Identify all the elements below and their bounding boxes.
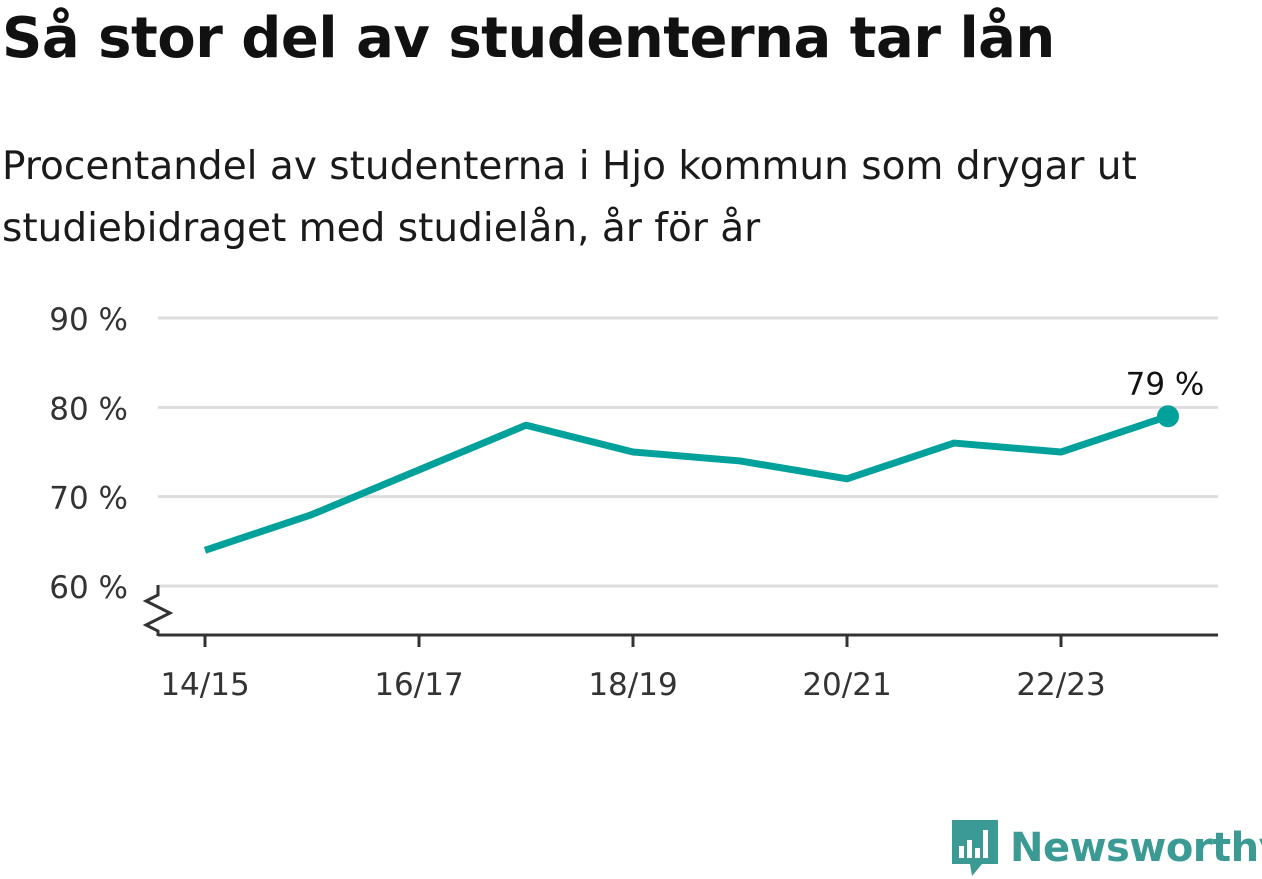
y-axis-break-marker	[142, 585, 174, 636]
chart-title: Så stor del av studenterna tar lån	[2, 6, 1055, 71]
x-tick-label: 14/15	[160, 667, 249, 703]
y-tick-label: 90 %	[49, 302, 128, 338]
x-tick-label: 18/19	[588, 667, 677, 703]
series-line	[203, 412, 1170, 554]
x-tick-label: 20/21	[802, 667, 891, 703]
x-tick-label: 16/17	[374, 667, 463, 703]
last-value-label: 79 %	[1126, 366, 1205, 402]
x-axis-ticks: 14/15 16/17 18/19 20/21 22/23	[160, 635, 1106, 703]
line-chart: 60 % 70 % 80 % 90 % 14/15 16/17 18/19 20/21 22/…	[49, 302, 1218, 703]
last-data-point	[1157, 405, 1179, 428]
y-axis-ticks: 60 % 70 % 80 % 90 %	[49, 302, 128, 606]
x-tick-label: 22/23	[1016, 667, 1105, 703]
y-tick-label: 60 %	[49, 570, 128, 606]
gridlines	[158, 316, 1218, 588]
series: 79 %	[203, 366, 1205, 554]
newsworthy-logo-icon	[952, 820, 998, 876]
y-tick-label: 80 %	[49, 391, 128, 427]
chart-subtitle: Procentandel av studenterna i Hjo kommun…	[2, 144, 1137, 251]
x-axis	[142, 585, 1218, 637]
newsworthy-logo: Newsworthy	[950, 818, 1262, 878]
logo-text: Newsworthy	[1010, 825, 1262, 871]
y-tick-label: 70 %	[49, 481, 128, 517]
